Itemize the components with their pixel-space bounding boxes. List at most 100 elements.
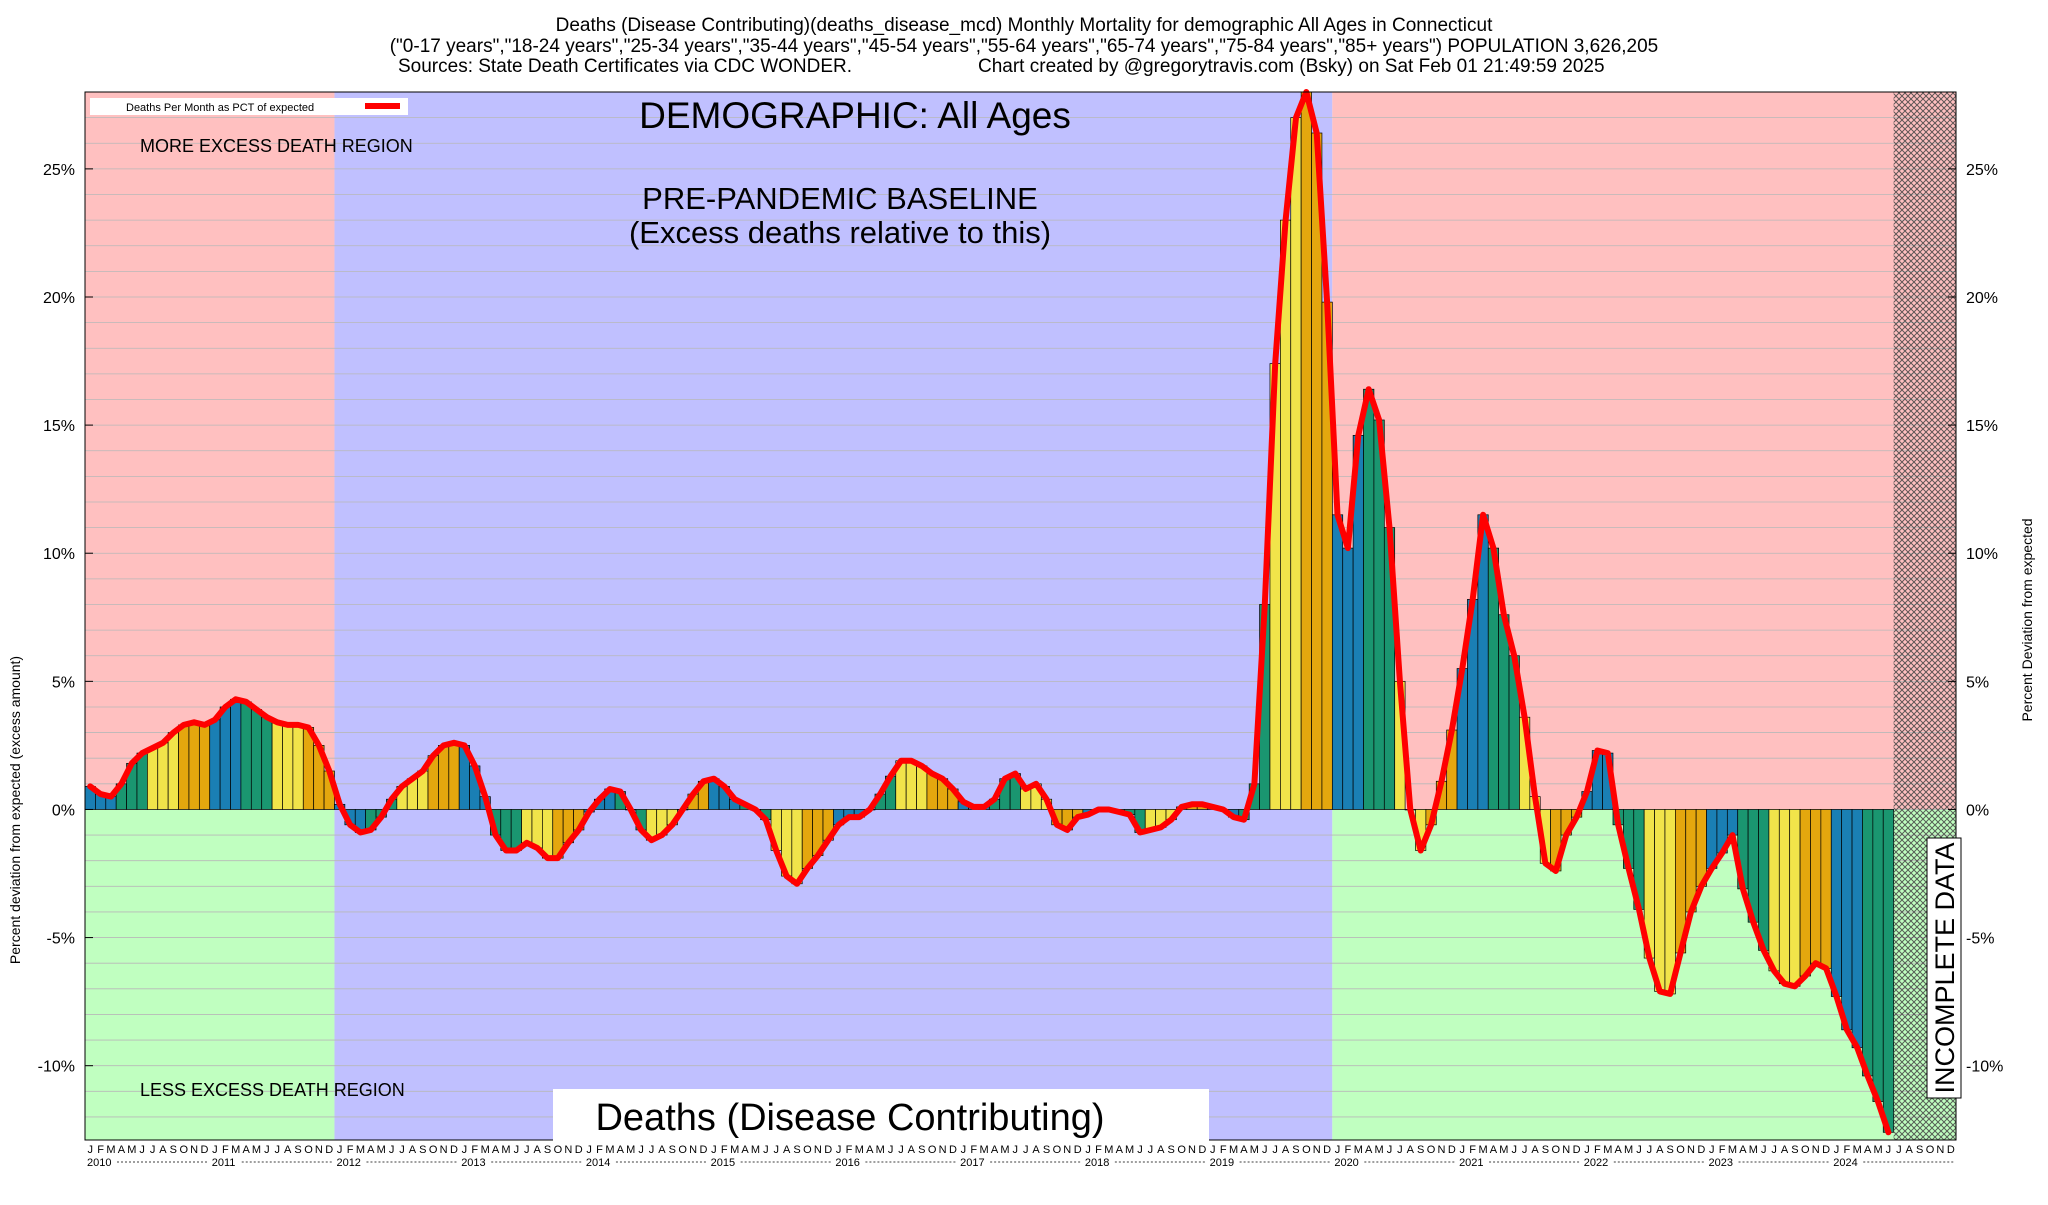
month-tick-label: A	[284, 1144, 292, 1156]
month-tick-label: F	[846, 1144, 853, 1156]
bar	[521, 809, 533, 844]
bar	[1768, 809, 1780, 972]
month-tick-label: A	[1407, 1144, 1415, 1156]
month-tick-label: J	[1210, 1144, 1216, 1156]
month-tick-label: S	[793, 1144, 800, 1156]
month-tick-label: O	[803, 1144, 812, 1156]
bar	[1841, 809, 1853, 1031]
month-tick-label: N	[1188, 1144, 1196, 1156]
month-tick-label: M	[356, 1144, 365, 1156]
month-tick-label: J	[586, 1144, 592, 1156]
month-tick-label: M	[1873, 1144, 1882, 1156]
chart-subtitle-demographics: ("0-17 years","18-24 years","25-34 years…	[390, 36, 1659, 57]
month-tick-label: A	[533, 1144, 541, 1156]
month-tick-label: N	[564, 1144, 572, 1156]
month-tick-label: M	[1478, 1144, 1487, 1156]
y-tick-label: 15%	[1966, 418, 1998, 435]
month-tick-label: J	[1460, 1144, 1466, 1156]
month-tick-label: S	[1666, 1144, 1673, 1156]
month-tick-label: O	[1676, 1144, 1685, 1156]
bar	[198, 724, 211, 810]
baseline-region	[334, 92, 1333, 1140]
month-tick-label: S	[1542, 1144, 1549, 1156]
month-tick-label: J	[264, 1144, 270, 1156]
month-tick-label: J	[389, 1144, 395, 1156]
month-tick-label: N	[440, 1144, 448, 1156]
month-tick-label: J	[1272, 1144, 1278, 1156]
background-regions	[85, 92, 1956, 1140]
month-tick-label: D	[1947, 1144, 1955, 1156]
month-tick-label: D	[575, 1144, 583, 1156]
month-tick-label: D	[824, 1144, 832, 1156]
y-tick-label: 25%	[1966, 162, 1998, 179]
month-tick-label: J	[763, 1144, 769, 1156]
bar	[791, 809, 803, 885]
trend-line	[87, 89, 1892, 1136]
incomplete-data-label: INCOMPLETE DATA	[1930, 842, 1960, 1093]
month-tick-label: S	[1168, 1144, 1175, 1156]
month-tick-label: M	[481, 1144, 490, 1156]
bar	[240, 701, 252, 810]
month-tick-label: J	[1023, 1144, 1029, 1156]
month-tick-label: M	[1104, 1144, 1113, 1156]
month-tick-label: D	[1198, 1144, 1206, 1156]
bar	[1872, 809, 1884, 1102]
month-tick-label: J	[1647, 1144, 1653, 1156]
month-tick-label: A	[1116, 1144, 1124, 1156]
y-tick-label: 10%	[43, 546, 75, 563]
month-tick-label: M	[1000, 1144, 1009, 1156]
bar	[1862, 809, 1874, 1077]
y-axis-left-title: Percent deviation from expected (excess …	[7, 656, 23, 964]
y-axis-left: -10% -5% 0% 5% 10% 15% 20% 25%	[38, 162, 93, 1076]
year-tick-label: 2011	[212, 1157, 236, 1169]
month-tick-label: O	[554, 1144, 563, 1156]
month-tick-label: J	[275, 1144, 281, 1156]
y-tick-label: -5%	[47, 931, 75, 948]
month-tick-label: J	[1522, 1144, 1528, 1156]
month-tick-label: O	[928, 1144, 937, 1156]
month-tick-label: D	[1323, 1144, 1331, 1156]
month-tick-label: N	[689, 1144, 697, 1156]
month-tick-label: O	[1302, 1144, 1311, 1156]
month-tick-label: A	[242, 1144, 250, 1156]
month-tick-label: A	[1365, 1144, 1373, 1156]
month-tick-label: J	[1636, 1144, 1642, 1156]
bar	[271, 721, 283, 810]
less-region-left	[85, 809, 335, 1140]
bar	[1778, 809, 1791, 985]
month-tick-label: J	[1771, 1144, 1777, 1156]
month-tick-label: D	[201, 1144, 209, 1156]
month-tick-label: J	[212, 1144, 218, 1156]
month-tick-label: A	[1531, 1144, 1539, 1156]
month-tick-label: J	[638, 1144, 644, 1156]
month-tick-label: M	[876, 1144, 885, 1156]
bar	[219, 706, 231, 810]
y-tick-label: 5%	[52, 674, 75, 691]
month-tick-label: J	[1262, 1144, 1268, 1156]
bar	[147, 747, 159, 810]
month-tick-label: J	[514, 1144, 520, 1156]
month-tick-label: M	[1125, 1144, 1134, 1156]
bar	[1664, 809, 1676, 995]
bar	[136, 752, 148, 810]
month-tick-label: O	[1427, 1144, 1436, 1156]
bar	[926, 773, 938, 810]
month-tick-label: M	[1229, 1144, 1238, 1156]
month-tick-label: J	[1761, 1144, 1767, 1156]
bar	[1331, 514, 1344, 810]
month-tick-label: A	[1282, 1144, 1290, 1156]
month-tick-label: M	[1499, 1144, 1508, 1156]
month-tick-label: O	[678, 1144, 687, 1156]
month-tick-label: J	[1148, 1144, 1154, 1156]
month-tick-label: M	[855, 1144, 864, 1156]
month-tick-label: N	[1313, 1144, 1321, 1156]
month-tick-label: F	[347, 1144, 354, 1156]
month-tick-label: J	[1397, 1144, 1403, 1156]
month-tick-label: N	[1063, 1144, 1071, 1156]
month-tick-label: J	[150, 1144, 156, 1156]
baseline-label-line1: PRE-PANDEMIC BASELINE	[642, 181, 1038, 216]
bar	[1830, 809, 1843, 997]
